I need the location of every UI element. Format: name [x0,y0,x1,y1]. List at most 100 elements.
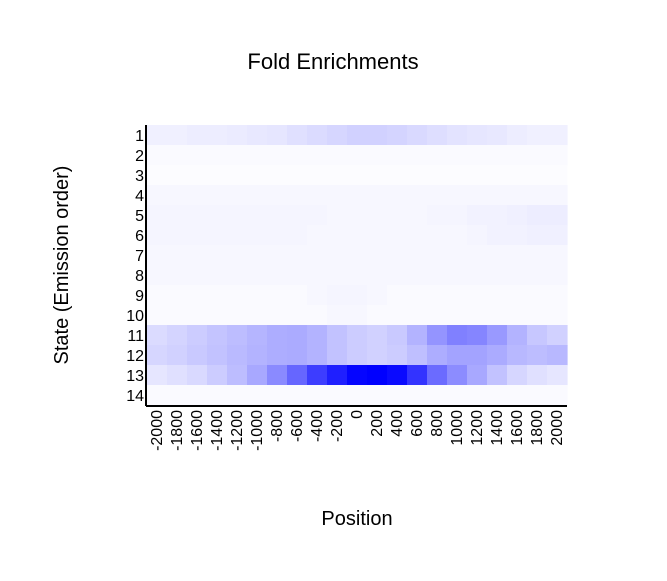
heatmap-cell [527,205,548,226]
heatmap-cell [387,385,408,406]
heatmap-cell [427,325,448,346]
heatmap-cell [207,325,228,346]
heatmap-cell [387,345,408,366]
heatmap-cell [527,245,548,266]
heatmap-cell [227,145,248,166]
heatmap-cell [227,245,248,266]
heatmap-cell [307,165,328,186]
heatmap-cell [327,185,348,206]
heatmap-cell [347,145,368,166]
heatmap-cell [387,125,408,146]
heatmap-cell [467,325,488,346]
heatmap-cell [207,185,228,206]
heatmap-cell [307,145,328,166]
heatmap-cell [267,305,288,326]
heatmap-cell [507,165,528,186]
heatmap-cell [507,285,528,306]
heatmap-cell [267,205,288,226]
heatmap-cell [447,285,468,306]
heatmap-cell [447,385,468,406]
heatmap-cell [367,185,388,206]
x-tick-label: -1800 [169,410,186,451]
heatmap-cell [187,385,208,406]
heatmap-cell [427,285,448,306]
x-tick-label: -200 [329,410,346,442]
y-tick-label: 2 [135,148,144,165]
heatmap-cell [367,165,388,186]
heatmap-cell [407,185,428,206]
heatmap-cell [327,385,348,406]
heatmap-cell [467,305,488,326]
heatmap-cell [307,285,328,306]
heatmap-cell [367,245,388,266]
y-tick-label: 1 [135,128,144,145]
heatmap-cell [147,305,168,326]
heatmap-cell [327,325,348,346]
heatmap-cell [427,245,448,266]
heatmap-cell [347,305,368,326]
y-tick-label: 8 [135,268,144,285]
heatmap-cell [467,185,488,206]
heatmap-cell [387,165,408,186]
heatmap-cell [407,125,428,146]
heatmap-cell [247,265,268,286]
heatmap-cell [187,185,208,206]
x-tick-label: 200 [369,410,386,437]
heatmap-cell [487,345,508,366]
heatmap-cell [367,265,388,286]
heatmap-cell [167,125,188,146]
heatmap-cell [167,225,188,246]
heatmap-cell [147,185,168,206]
heatmap-cell [387,205,408,226]
heatmap-cell [387,225,408,246]
heatmap-cell [247,165,268,186]
x-tick-label: 1000 [449,410,466,446]
heatmap-cell [247,385,268,406]
heatmap-cell [547,345,568,366]
heatmap-cell [447,245,468,266]
y-tick-label: 4 [135,188,144,205]
heatmap-cell [287,305,308,326]
heatmap-cell [447,205,468,226]
heatmap-cell [447,225,468,246]
heatmap-cell [527,125,548,146]
heatmap-cell [387,325,408,346]
heatmap-cell [167,245,188,266]
heatmap-cell [547,265,568,286]
heatmap-cell [307,245,328,266]
heatmap-cell [407,345,428,366]
heatmap-cell [367,205,388,226]
heatmap-cell [467,365,488,386]
x-tick-label: -1200 [229,410,246,451]
heatmap-cell [367,285,388,306]
heatmap-cell [327,225,348,246]
heatmap-cell [147,285,168,306]
heatmap-cell [187,305,208,326]
x-tick-label: 1200 [469,410,486,446]
heatmap-cell [407,225,428,246]
heatmap-cell [367,225,388,246]
heatmap-cell [547,385,568,406]
heatmap-cell [447,185,468,206]
heatmap-cell [187,125,208,146]
heatmap-cell [187,205,208,226]
heatmap-cell [147,245,168,266]
heatmap-cell [207,225,228,246]
heatmap-cell [387,365,408,386]
heatmap-cell [527,145,548,166]
heatmap-cell [487,245,508,266]
heatmap-cell [227,305,248,326]
heatmap-cell [527,225,548,246]
y-tick-label: 5 [135,208,144,225]
heatmap-cell [147,125,168,146]
heatmap-cell [447,365,468,386]
x-tick-label: -400 [309,410,326,442]
heatmap-cell [527,185,548,206]
heatmap-cell [427,265,448,286]
x-tick-label: -800 [269,410,286,442]
x-tick-label: -2000 [149,410,166,451]
heatmap-cell [387,285,408,306]
heatmap-cell [507,345,528,366]
heatmap-cell [427,305,448,326]
heatmap-cell [387,265,408,286]
